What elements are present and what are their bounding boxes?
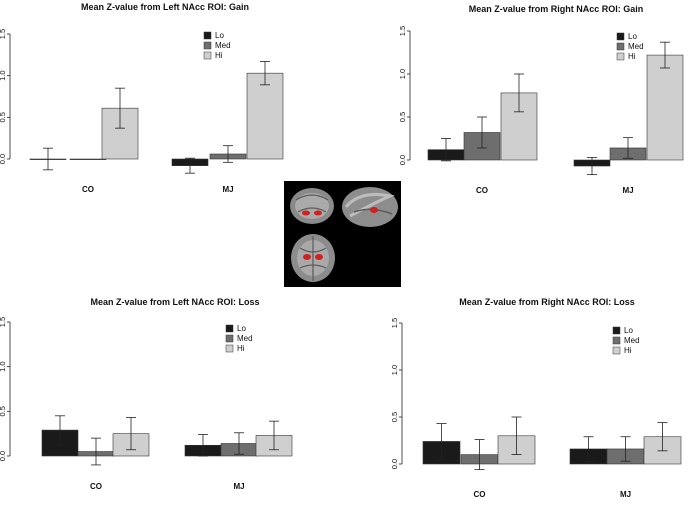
- legend-swatch-hi: [203, 51, 212, 60]
- legend-label-hi: Hi: [628, 52, 636, 61]
- y-tick-label: 1.0: [0, 361, 7, 371]
- legend-swatch-med: [225, 334, 234, 343]
- chart-title: Mean Z-value from Right NAcc ROI: Gain: [469, 4, 644, 14]
- bar-co-med: [69, 158, 107, 160]
- chart-panel-1: Mean Z-value from Left NAcc ROI: Gain 0.0…: [0, 2, 284, 194]
- y-tick-label: 0.5: [398, 112, 407, 122]
- legend-label-lo: Lo: [624, 326, 633, 335]
- y-tick-label: 1.5: [398, 26, 407, 36]
- nacc-roi-right: [314, 210, 322, 216]
- legend-swatch-lo: [616, 32, 625, 41]
- bar-mj-hi: [646, 54, 684, 161]
- x-category-label: MJ: [222, 185, 233, 194]
- y-tick-label: 1.5: [390, 318, 399, 328]
- legend-swatch-hi: [612, 346, 621, 355]
- y-tick-label: 1.5: [0, 317, 7, 327]
- y-tick-label: 1.0: [390, 365, 399, 375]
- x-category-label: MJ: [620, 490, 631, 499]
- x-category-label: CO: [476, 186, 488, 195]
- legend-label-hi: Hi: [215, 51, 223, 60]
- brain-mri-inset: [284, 181, 401, 287]
- legend-swatch-med: [203, 41, 212, 50]
- x-category-label: CO: [90, 482, 102, 491]
- x-category-label: CO: [474, 490, 486, 499]
- x-category-label: CO: [82, 185, 94, 194]
- nacc-roi-axial-left: [303, 254, 311, 260]
- legend-label-hi: Hi: [624, 346, 632, 355]
- chart-panels: Mean Z-value from Left NAcc ROI: Gain 0.0…: [0, 2, 684, 499]
- legend-label-med: Med: [628, 42, 644, 51]
- y-tick-label: 0.0: [390, 459, 399, 469]
- x-category-label: MJ: [233, 482, 244, 491]
- chart-panel-2: Mean Z-value from Right NAcc ROI: Gain 0.…: [398, 4, 684, 195]
- legend-swatch-med: [612, 336, 621, 345]
- legend-swatch-lo: [225, 324, 234, 333]
- legend-swatch-hi: [616, 52, 625, 61]
- chart-title: Mean Z-value from Left NAcc ROI: Loss: [90, 297, 259, 307]
- y-tick-label: 0.0: [0, 451, 7, 461]
- y-tick-label: 0.0: [0, 154, 7, 164]
- chart-title: Mean Z-value from Right NAcc ROI: Loss: [459, 297, 635, 307]
- nacc-roi-sagittal: [370, 207, 378, 213]
- chart-panel-4: Mean Z-value from Right NAcc ROI: Loss 0.…: [390, 297, 682, 499]
- legend-label-lo: Lo: [215, 31, 224, 40]
- bar-mj-hi: [246, 72, 284, 160]
- y-tick-label: 0.5: [390, 412, 399, 422]
- legend-label-med: Med: [237, 334, 253, 343]
- y-tick-label: 0.5: [0, 406, 7, 416]
- legend-label-lo: Lo: [628, 32, 637, 41]
- legend-swatch-hi: [225, 344, 234, 353]
- legend-label-lo: Lo: [237, 324, 246, 333]
- chart-panel-3: Mean Z-value from Left NAcc ROI: Loss 0.0…: [0, 297, 293, 491]
- legend-swatch-lo: [203, 31, 212, 40]
- nacc-roi-left: [302, 210, 310, 216]
- y-tick-label: 1.0: [398, 69, 407, 79]
- y-tick-label: 0.0: [398, 155, 407, 165]
- legend-swatch-lo: [612, 326, 621, 335]
- chart-title: Mean Z-value from Left NAcc ROI: Gain: [81, 2, 249, 12]
- y-tick-label: 0.5: [0, 112, 7, 122]
- x-category-label: MJ: [622, 186, 633, 195]
- legend-label-med: Med: [624, 336, 640, 345]
- legend-label-med: Med: [215, 41, 231, 50]
- legend-label-hi: Hi: [237, 344, 245, 353]
- y-tick-label: 1.0: [0, 70, 7, 80]
- legend-swatch-med: [616, 42, 625, 51]
- nacc-roi-axial-right: [315, 254, 323, 260]
- y-tick-label: 1.5: [0, 29, 7, 39]
